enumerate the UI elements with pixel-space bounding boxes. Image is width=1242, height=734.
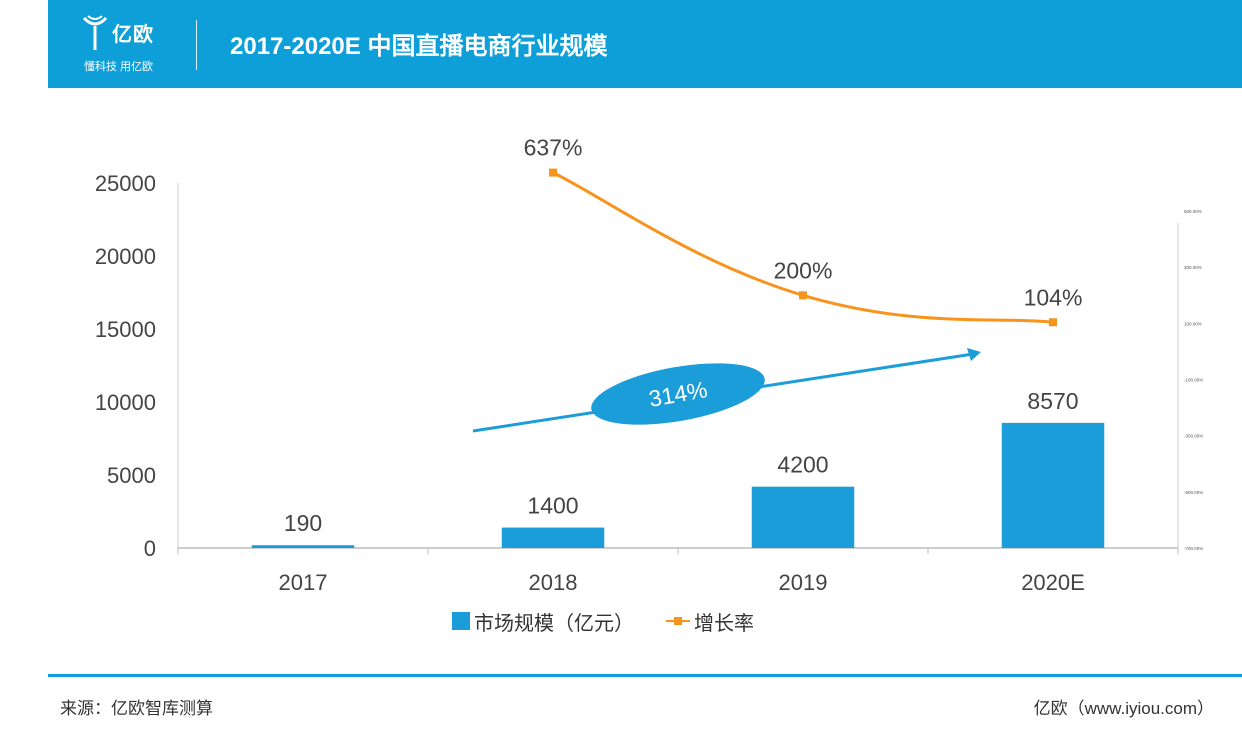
cagr-arrow-head-icon	[967, 348, 981, 361]
page-title: 2017-2020E 中国直播电商行业规模	[230, 33, 608, 60]
chart-legend: 市场规模（亿元） 增长率	[452, 608, 754, 635]
logo: 亿欧 懂科技 用亿欧	[82, 12, 172, 76]
y2-tick-label: -500.00%	[1184, 490, 1203, 495]
y-tick-label: 10000	[95, 390, 156, 415]
y-tick-label: 0	[144, 536, 156, 561]
y2-tick-label: 500.00%	[1184, 209, 1202, 214]
growth-rate-point	[799, 291, 807, 300]
bar-data-label: 4200	[777, 452, 828, 478]
bar-2017	[251, 545, 355, 548]
bar-2020E	[1001, 422, 1105, 548]
bar-2018	[501, 527, 605, 548]
site-url: 亿欧（www.iyiou.com）	[1033, 699, 1214, 718]
y-tick-label: 15000	[95, 317, 156, 342]
legend-line-label: 增长率	[694, 612, 754, 635]
y2-tick-label: -100.00%	[1184, 378, 1203, 383]
footer-divider	[48, 674, 1242, 677]
legend-bar-swatch-icon	[452, 612, 470, 630]
growth-rate-point	[1049, 318, 1057, 327]
y2-tick-label: -700.00%	[1184, 546, 1203, 551]
y2-tick-label: 300.00%	[1184, 265, 1202, 270]
y-tick-label: 5000	[107, 463, 156, 488]
y2-tick-label: -300.00%	[1184, 434, 1203, 439]
header-divider	[196, 20, 197, 70]
y-tick-label: 20000	[95, 244, 156, 269]
growth-rate-point	[549, 168, 557, 177]
cagr-ellipse	[591, 363, 765, 425]
source-note: 来源：亿欧智库测算	[60, 699, 213, 718]
x-tick-label: 2017	[279, 570, 328, 595]
x-tick-label: 2018	[529, 570, 578, 595]
growth-rate-line	[552, 171, 1054, 324]
bar-data-label: 190	[284, 510, 322, 536]
logo-slogan: 懂科技 用亿欧	[84, 61, 154, 73]
bar-2019	[751, 486, 855, 548]
legend-bar-label: 市场规模（亿元）	[474, 612, 634, 635]
x-tick-label: 2019	[779, 570, 828, 595]
growth-rate-label: 200%	[774, 257, 833, 283]
growth-rate-label: 104%	[1024, 284, 1083, 310]
header-bar: 亿欧 懂科技 用亿欧 2017-2020E 中国直播电商行业规模	[48, 0, 1242, 88]
logo-name: 亿欧	[112, 24, 154, 46]
growth-rate-label: 637%	[524, 135, 583, 161]
legend-line-swatch-icon	[666, 612, 690, 630]
bar-data-label: 1400	[527, 493, 578, 519]
logo-mark-icon	[82, 15, 108, 50]
y2-tick-label: 100.00%	[1184, 321, 1202, 326]
x-tick-label: 2020E	[1021, 570, 1085, 595]
bar-data-label: 8570	[1027, 388, 1078, 414]
y-tick-label: 25000	[95, 171, 156, 196]
